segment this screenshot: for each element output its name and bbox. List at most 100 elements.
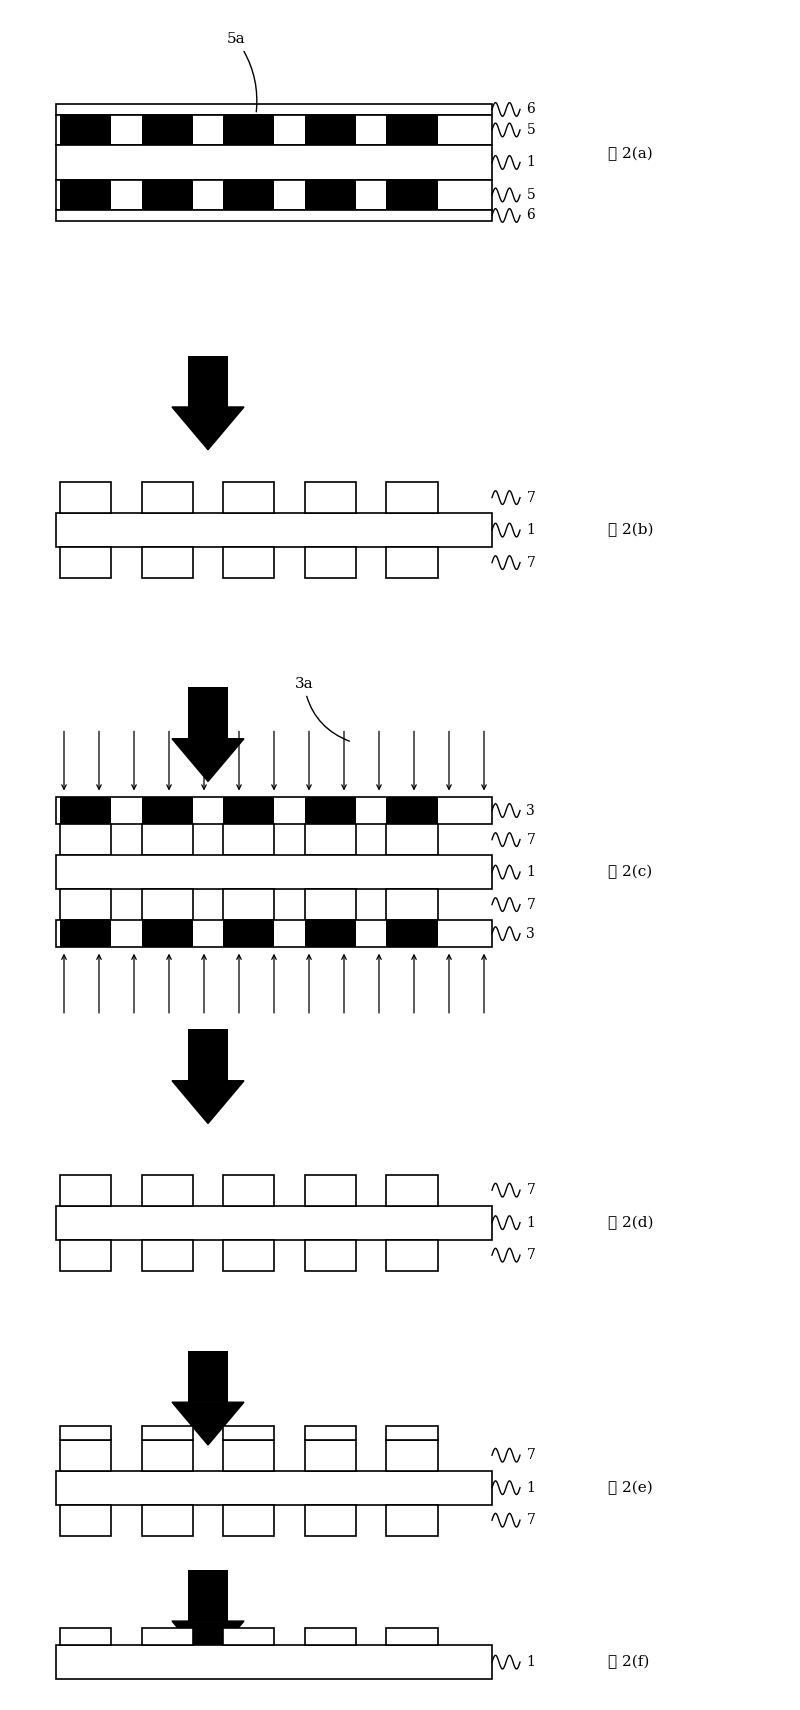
Bar: [56, 1645, 492, 1679]
Bar: [188, 356, 228, 407]
Bar: [223, 920, 274, 947]
Bar: [142, 1505, 193, 1536]
Text: 图 2(d): 图 2(d): [608, 1216, 654, 1229]
Text: 3: 3: [526, 927, 535, 941]
Bar: [60, 920, 111, 947]
Bar: [386, 482, 438, 513]
Bar: [386, 1240, 438, 1271]
Bar: [386, 1440, 438, 1471]
Bar: [142, 1426, 193, 1440]
Bar: [142, 1440, 193, 1471]
Text: 5a: 5a: [226, 32, 257, 111]
Bar: [56, 1206, 492, 1240]
Text: 图 2(c): 图 2(c): [608, 865, 652, 879]
Text: 7: 7: [526, 491, 535, 504]
Bar: [223, 824, 274, 855]
Text: 7: 7: [526, 1248, 535, 1262]
Bar: [60, 1175, 111, 1206]
Bar: [188, 1351, 228, 1402]
Bar: [305, 547, 356, 578]
Text: 1: 1: [526, 865, 535, 879]
Text: 5: 5: [526, 188, 535, 202]
Bar: [305, 1240, 356, 1271]
Text: 4: 4: [203, 1370, 213, 1423]
Bar: [305, 1440, 356, 1471]
Bar: [386, 797, 438, 824]
Bar: [60, 1440, 111, 1471]
Bar: [386, 889, 438, 920]
Bar: [305, 482, 356, 513]
Bar: [305, 1426, 356, 1440]
Bar: [305, 824, 356, 855]
Bar: [142, 180, 193, 210]
Bar: [223, 115, 274, 145]
Bar: [223, 1628, 274, 1645]
Bar: [60, 824, 111, 855]
Bar: [305, 1628, 356, 1645]
Bar: [56, 145, 492, 180]
Bar: [223, 1440, 274, 1471]
Bar: [60, 115, 111, 145]
Bar: [56, 797, 492, 824]
Text: 3: 3: [526, 804, 535, 817]
Bar: [142, 482, 193, 513]
Text: 7: 7: [526, 898, 535, 911]
Text: 7: 7: [526, 833, 535, 846]
Text: 3a: 3a: [294, 677, 350, 740]
Bar: [142, 115, 193, 145]
Bar: [188, 687, 228, 739]
Bar: [56, 180, 492, 210]
Text: 1: 1: [526, 1655, 535, 1669]
Bar: [305, 889, 356, 920]
Bar: [142, 797, 193, 824]
Bar: [56, 513, 492, 547]
Bar: [56, 855, 492, 889]
Bar: [386, 180, 438, 210]
Text: 图 2(b): 图 2(b): [608, 523, 654, 537]
Text: 7: 7: [526, 1448, 535, 1462]
Text: 1: 1: [526, 523, 535, 537]
Polygon shape: [172, 1081, 244, 1123]
Bar: [60, 1426, 111, 1440]
Bar: [305, 797, 356, 824]
Bar: [56, 210, 492, 221]
Polygon shape: [172, 739, 244, 781]
Bar: [142, 547, 193, 578]
Bar: [142, 920, 193, 947]
Bar: [60, 1628, 111, 1645]
Bar: [188, 1029, 228, 1081]
Text: 1: 1: [526, 1481, 535, 1495]
Bar: [142, 1628, 193, 1645]
Bar: [386, 1175, 438, 1206]
Text: 7: 7: [526, 1513, 535, 1527]
Bar: [305, 115, 356, 145]
Bar: [386, 1426, 438, 1440]
Bar: [386, 920, 438, 947]
Text: 图 2(a): 图 2(a): [608, 147, 653, 161]
Text: 7: 7: [526, 1183, 535, 1197]
Text: 图 2(f): 图 2(f): [608, 1655, 650, 1669]
Bar: [223, 1240, 274, 1271]
Text: 1: 1: [526, 1216, 535, 1229]
Bar: [56, 115, 492, 145]
Bar: [223, 1426, 274, 1440]
Bar: [223, 180, 274, 210]
Bar: [142, 1175, 193, 1206]
Bar: [386, 1505, 438, 1536]
Bar: [60, 889, 111, 920]
Bar: [188, 1570, 228, 1621]
Bar: [305, 1505, 356, 1536]
Bar: [223, 1175, 274, 1206]
Bar: [386, 1628, 438, 1645]
Bar: [223, 797, 274, 824]
Bar: [305, 920, 356, 947]
Bar: [305, 1175, 356, 1206]
Bar: [56, 104, 492, 115]
Bar: [223, 547, 274, 578]
Bar: [60, 797, 111, 824]
Bar: [386, 115, 438, 145]
Bar: [60, 180, 111, 210]
Bar: [56, 920, 492, 947]
Text: 5: 5: [526, 123, 535, 137]
Text: 7: 7: [526, 556, 535, 569]
